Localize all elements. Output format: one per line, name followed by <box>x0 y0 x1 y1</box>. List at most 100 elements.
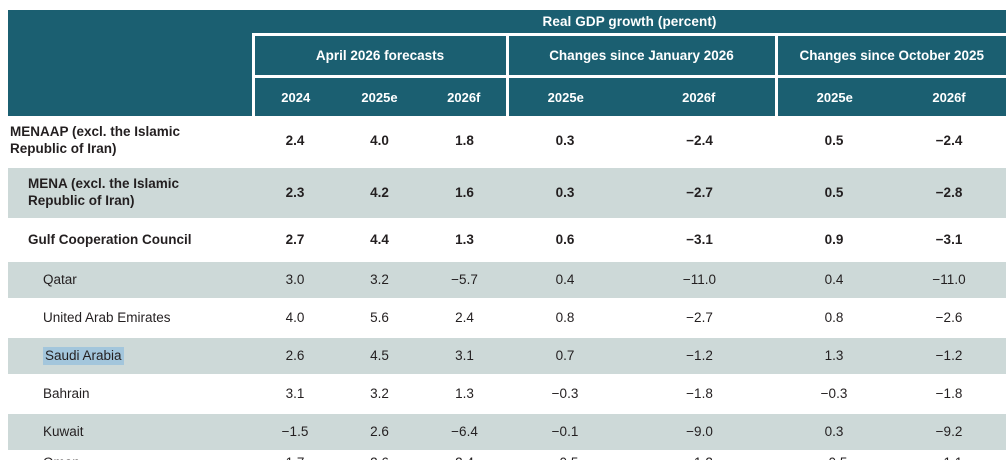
table-header: Real GDP growth (percent) April 2026 for… <box>8 10 1006 116</box>
column-header-2025e: 2025e <box>337 75 422 116</box>
row-label-cell: MENAAP (excl. the Islamic Republic of Ir… <box>8 116 253 167</box>
value-cell: 0.8 <box>555 309 575 325</box>
row-label-cell: Gulf Cooperation Council <box>8 219 253 261</box>
value-cell: −2.8 <box>892 166 1006 220</box>
value-cell: 3.1 <box>422 336 507 376</box>
row-label-cell: Qatar <box>8 260 253 300</box>
value-cell: −2.7 <box>686 309 713 325</box>
value-cell: 2.6 <box>253 336 337 376</box>
header-label-spacer <box>8 10 253 35</box>
value-cell: 2.7 <box>285 231 305 247</box>
value-cell: 5.6 <box>370 309 389 325</box>
value-cell: −0.1 <box>507 412 623 452</box>
value-cell: 3.2 <box>370 385 389 401</box>
row-label-cell: Kuwait <box>8 412 253 452</box>
value-cell: −5.7 <box>422 260 507 300</box>
value-cell: 0.7 <box>507 336 623 376</box>
value-cell: 1.8 <box>455 132 474 148</box>
table-row: MENAAP (excl. the Islamic Republic of Ir… <box>8 116 1006 167</box>
row-label: United Arab Emirates <box>43 309 171 325</box>
group-header-changes-january: Changes since January 2026 <box>505 33 776 77</box>
value-cell: −1.2 <box>623 336 776 376</box>
value-cell: −9.0 <box>623 412 776 452</box>
value-cell: 4.2 <box>337 166 422 220</box>
column-header-2024: 2024 <box>251 75 337 116</box>
value-cell: 0.3 <box>507 166 623 220</box>
value-cell: 4.4 <box>370 231 389 247</box>
value-cell: 1.3 <box>455 385 474 401</box>
value-cell: −0.5 <box>776 451 892 460</box>
value-cell: −3.1 <box>935 231 963 247</box>
value-cell: −1.8 <box>686 385 713 401</box>
value-cell: 0.5 <box>824 132 844 148</box>
row-label-cell: Oman <box>8 451 253 460</box>
row-label: Kuwait <box>43 423 84 439</box>
value-cell: −2.6 <box>935 309 963 325</box>
value-cell: 1.7 <box>253 451 337 460</box>
table-row: Saudi Arabia 2.6 4.5 3.1 0.7 −1.2 1.3 −1.2 <box>8 336 1006 376</box>
row-label-cell: United Arab Emirates <box>8 299 253 337</box>
value-cell: −0.5 <box>507 451 623 460</box>
value-cell: 3.0 <box>253 260 337 300</box>
group-header-row: April 2026 forecasts Changes since Janua… <box>8 33 1006 77</box>
row-label: Oman <box>43 455 80 460</box>
group-header-changes-october: Changes since October 2025 <box>774 33 1006 77</box>
value-cell: 4.5 <box>337 336 422 376</box>
value-cell: −1.2 <box>623 451 776 460</box>
value-cell: 4.0 <box>370 132 389 148</box>
value-cell: 1.6 <box>422 166 507 220</box>
value-cell: 4.0 <box>285 309 305 325</box>
value-cell: −0.3 <box>820 385 848 401</box>
header-label-spacer <box>8 34 253 77</box>
row-label: Qatar <box>43 271 77 287</box>
selected-text[interactable]: Saudi Arabia <box>43 346 124 366</box>
row-label-cell: Saudi Arabia <box>8 336 253 376</box>
value-cell: −1.5 <box>253 412 337 452</box>
value-cell: −6.4 <box>422 412 507 452</box>
column-header-row: 2024 2025e 2026f 2025e 2026f 2025e 2026f <box>8 75 1006 116</box>
value-cell: 1.3 <box>776 336 892 376</box>
value-cell: −11.0 <box>892 260 1006 300</box>
value-cell: −2.7 <box>623 166 776 220</box>
row-label: MENAAP (excl. the Islamic Republic of Ir… <box>10 124 181 156</box>
value-cell: 2.4 <box>422 451 507 460</box>
table-row: Qatar 3.0 3.2 −5.7 0.4 −11.0 0.4 −11.0 <box>8 260 1006 300</box>
value-cell: 0.3 <box>776 412 892 452</box>
column-header-2026f: 2026f <box>892 75 1006 116</box>
table-body: MENAAP (excl. the Islamic Republic of Ir… <box>8 116 1006 460</box>
value-cell: 2.6 <box>337 451 422 460</box>
value-cell: −1.8 <box>935 385 963 401</box>
value-cell: 2.4 <box>455 309 474 325</box>
table-title: Real GDP growth (percent) <box>253 10 1006 35</box>
row-label-cell: MENA (excl. the Islamic Republic of Iran… <box>8 166 253 220</box>
value-cell: −3.1 <box>686 231 713 247</box>
value-cell: 0.4 <box>776 260 892 300</box>
table-row: Gulf Cooperation Council 2.7 4.4 1.3 0.6 −3.1… <box>8 219 1006 261</box>
value-cell: 3.1 <box>285 385 305 401</box>
value-cell: −2.4 <box>686 132 713 148</box>
value-cell: 3.2 <box>337 260 422 300</box>
value-cell: −2.4 <box>935 132 963 148</box>
row-label-cell: Bahrain <box>8 375 253 413</box>
column-header-2025e: 2025e <box>774 75 892 116</box>
value-cell: 0.6 <box>555 231 575 247</box>
value-cell: −1.1 <box>892 451 1006 460</box>
value-cell: −0.3 <box>551 385 579 401</box>
value-cell: 0.8 <box>824 309 844 325</box>
column-header-2025e: 2025e <box>505 75 623 116</box>
title-row: Real GDP growth (percent) <box>8 10 1006 35</box>
value-cell: −1.2 <box>892 336 1006 376</box>
value-cell: 2.3 <box>253 166 337 220</box>
value-cell: 2.6 <box>337 412 422 452</box>
table-row: United Arab Emirates 4.0 5.6 2.4 0.8 −2.7 0.8 −… <box>8 299 1006 337</box>
value-cell: 0.5 <box>776 166 892 220</box>
column-header-2026f: 2026f <box>422 75 507 116</box>
table-row: MENA (excl. the Islamic Republic of Iran… <box>8 166 1006 220</box>
value-cell: −11.0 <box>623 260 776 300</box>
real-gdp-growth-table: Real GDP growth (percent) April 2026 for… <box>8 10 1006 460</box>
table-row: Oman1.72.62.4−0.5−1.2−0.5−1.1 <box>8 451 1006 460</box>
value-cell: 0.3 <box>555 132 575 148</box>
header-label-spacer <box>8 76 253 116</box>
row-label: Gulf Cooperation Council <box>28 231 192 247</box>
